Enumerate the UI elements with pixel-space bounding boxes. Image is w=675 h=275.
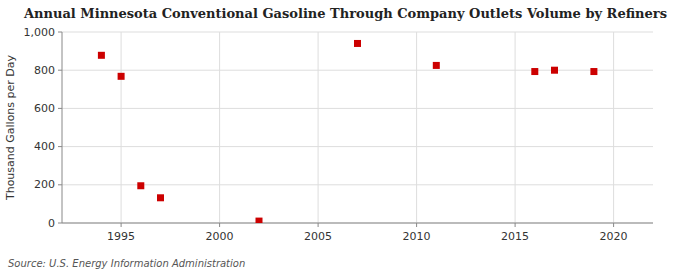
x-axis-line <box>62 223 653 224</box>
y-grid-line <box>62 146 653 147</box>
x-tick-label: 2000 <box>206 230 234 243</box>
x-tick <box>416 223 417 227</box>
x-grid-line <box>515 32 516 223</box>
x-grid-line <box>318 32 319 223</box>
y-axis-label: Thousand Gallons per Day <box>4 54 17 201</box>
point <box>354 40 361 47</box>
y-axis-line <box>62 32 63 223</box>
y-tick-label: 0 <box>48 217 55 230</box>
page: {"chart_data": {"type": "scatter", "titl… <box>0 0 675 275</box>
point <box>98 52 105 59</box>
x-tick-label: 2010 <box>403 230 431 243</box>
point <box>531 68 538 75</box>
grid <box>62 32 653 223</box>
point <box>137 182 144 189</box>
y-grid-line <box>62 32 653 33</box>
chart-container: 0 200 400 600 800 1,000 1995 2000 2005 2010 2015 20… <box>0 0 675 275</box>
x-grid-line <box>219 32 220 223</box>
y-tick <box>58 223 62 224</box>
x-tick <box>121 223 122 227</box>
x-tick <box>515 223 516 227</box>
x-grid-line <box>613 32 614 223</box>
point <box>433 62 440 69</box>
y-grid-line <box>62 223 653 224</box>
y-tick <box>58 32 62 33</box>
point <box>590 68 597 75</box>
x-tick-label: 1995 <box>107 230 135 243</box>
y-tick <box>58 108 62 109</box>
y-tick-label: 600 <box>34 102 55 115</box>
y-tick <box>58 146 62 147</box>
point <box>256 218 263 223</box>
x-tick <box>318 223 319 227</box>
y-grid-line <box>62 184 653 185</box>
x-tick-label: 2015 <box>501 230 529 243</box>
x-tick-label: 2005 <box>304 230 332 243</box>
point <box>551 67 558 74</box>
y-tick-label: 400 <box>34 140 55 153</box>
x-grid-line <box>121 32 122 223</box>
y-grid-line <box>62 70 653 71</box>
y-grid-line <box>62 108 653 109</box>
x-tick <box>219 223 220 227</box>
y-tick-label: 1,000 <box>24 26 56 39</box>
y-tick <box>58 70 62 71</box>
point <box>157 194 164 201</box>
x-tick-label: 2020 <box>600 230 628 243</box>
source-annotation: Source: U.S. Energy Information Administ… <box>8 258 245 269</box>
x-grid-line <box>416 32 417 223</box>
y-tick <box>58 184 62 185</box>
title: Annual Minnesota Conventional Gasoline T… <box>23 6 667 21</box>
points <box>98 40 598 223</box>
y-tick-label: 800 <box>34 64 55 77</box>
point <box>118 73 125 80</box>
axes: 0 200 400 600 800 1,000 1995 2000 2005 2010 2015 20… <box>24 26 654 244</box>
plot-area <box>62 32 653 223</box>
x-tick <box>613 223 614 227</box>
chart-svg: 0 200 400 600 800 1,000 1995 2000 2005 2010 2015 20… <box>0 0 675 275</box>
y-tick-label: 200 <box>34 178 55 191</box>
